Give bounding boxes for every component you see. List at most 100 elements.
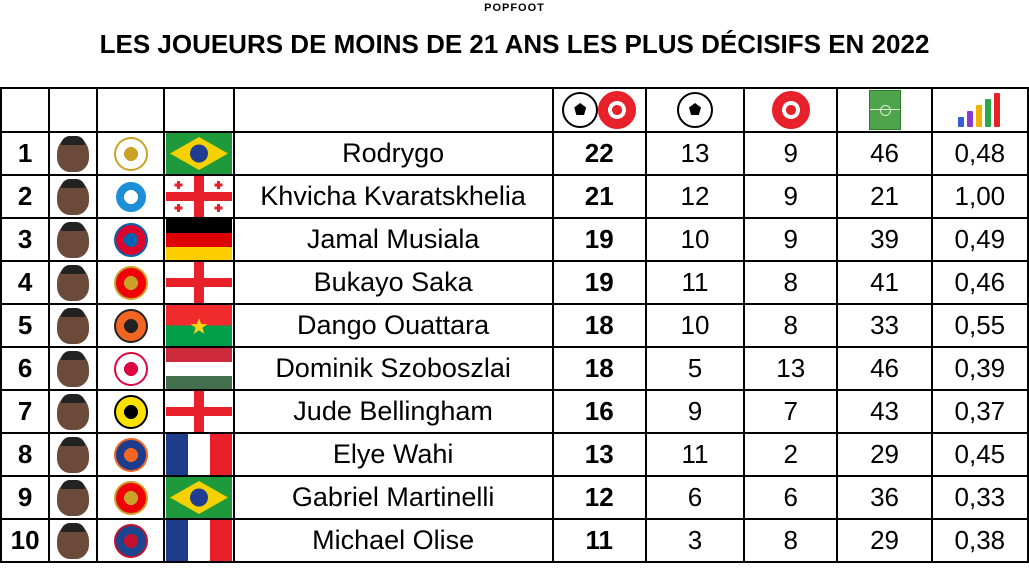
- player-name: Jamal Musiala: [232, 217, 554, 262]
- header-flag: [163, 87, 235, 133]
- player-photo: [57, 350, 90, 387]
- target-icon: [598, 91, 637, 129]
- matches-cell: 46: [836, 131, 933, 176]
- club-cell: [96, 389, 166, 434]
- club-cell: [96, 174, 166, 219]
- burkina-faso-flag-icon: [166, 306, 232, 345]
- bayern-munich-crest-icon: [113, 222, 148, 257]
- matches-cell: 46: [836, 346, 933, 391]
- player-name: Gabriel Martinelli: [232, 475, 554, 520]
- assists-cell: 6: [743, 475, 839, 520]
- player-photo: [57, 393, 90, 430]
- contributions-cell: 13: [551, 432, 647, 477]
- ratio-cell: 0,38: [930, 518, 1029, 563]
- borussia-dortmund-crest-icon: [113, 394, 148, 429]
- rb-leipzig-crest-icon: [113, 351, 148, 386]
- goals-cell: 5: [644, 346, 746, 391]
- goals-cell: 6: [644, 475, 746, 520]
- ranking-table: 1 Rodrygo 22 13 9 46 0,48 2 Khvicha Kvaratskheli…: [0, 87, 1029, 563]
- matches-cell: 21: [836, 174, 933, 219]
- header-ratio: [930, 87, 1029, 133]
- georgia-flag-icon: [166, 177, 232, 216]
- player-name: Jude Bellingham: [232, 389, 554, 434]
- player-name: Elye Wahi: [232, 432, 554, 477]
- club-cell: [96, 475, 166, 520]
- club-cell: [96, 260, 166, 305]
- flag-cell: [163, 303, 235, 348]
- ratio-cell: 0,39: [930, 346, 1029, 391]
- france-flag-icon: [166, 521, 232, 560]
- player-photo: [57, 522, 90, 559]
- club-cell: [96, 131, 166, 176]
- ratio-cell: 0,55: [930, 303, 1029, 348]
- player-photo: [57, 479, 90, 516]
- club-cell: [96, 303, 166, 348]
- ratio-cell: 0,46: [930, 260, 1029, 305]
- photo-cell: [48, 518, 99, 563]
- photo-cell: [48, 217, 99, 262]
- club-cell: [96, 346, 166, 391]
- table-row: 3 Jamal Musiala 19 10 9 39 0,49: [0, 217, 1029, 262]
- goals-cell: 13: [644, 131, 746, 176]
- england-flag-icon: [166, 263, 232, 302]
- header-contributions: [551, 87, 647, 133]
- rank-cell: 2: [0, 174, 51, 219]
- arsenal-crest-icon: [113, 265, 148, 300]
- player-photo: [57, 436, 90, 473]
- table-row: 2 Khvicha Kvaratskhelia 21 12 9 21 1,00: [0, 174, 1029, 219]
- germany-flag-icon: [166, 220, 232, 259]
- table-row: 1 Rodrygo 22 13 9 46 0,48: [0, 131, 1029, 176]
- goals-cell: 12: [644, 174, 746, 219]
- england-flag-icon: [166, 392, 232, 431]
- ratio-cell: 0,48: [930, 131, 1029, 176]
- ratio-cell: 0,37: [930, 389, 1029, 434]
- soccer-ball-icon: [562, 92, 599, 128]
- flag-cell: [163, 475, 235, 520]
- soccer-ball-icon: [676, 92, 713, 128]
- contributions-cell: 19: [551, 217, 647, 262]
- brazil-flag-icon: [166, 134, 232, 173]
- ratio-cell: 0,45: [930, 432, 1029, 477]
- assists-cell: 13: [743, 346, 839, 391]
- rank-cell: 1: [0, 131, 51, 176]
- header-rank: [0, 87, 51, 133]
- photo-cell: [48, 346, 99, 391]
- photo-cell: [48, 174, 99, 219]
- assists-cell: 8: [743, 260, 839, 305]
- matches-cell: 39: [836, 217, 933, 262]
- goals-cell: 11: [644, 432, 746, 477]
- contributions-cell: 18: [551, 303, 647, 348]
- header-photo: [48, 87, 99, 133]
- montpellier-crest-icon: [113, 437, 148, 472]
- club-cell: [96, 518, 166, 563]
- player-photo: [57, 221, 90, 258]
- player-photo: [57, 264, 90, 301]
- header-goals: [644, 87, 746, 133]
- goals-cell: 11: [644, 260, 746, 305]
- flag-cell: [163, 217, 235, 262]
- photo-cell: [48, 432, 99, 477]
- napoli-crest-icon: [113, 179, 148, 214]
- flag-cell: [163, 346, 235, 391]
- club-cell: [96, 217, 166, 262]
- flag-cell: [163, 260, 235, 305]
- assists-cell: 9: [743, 131, 839, 176]
- brand-logo: POPFOOT: [484, 2, 545, 14]
- header-row: [0, 87, 1029, 133]
- assists-cell: 9: [743, 174, 839, 219]
- player-name: Dominik Szoboszlai: [232, 346, 554, 391]
- fc-lorient-crest-icon: [113, 308, 148, 343]
- contributions-cell: 18: [551, 346, 647, 391]
- goals-cell: 10: [644, 303, 746, 348]
- rank-cell: 10: [0, 518, 51, 563]
- player-name: Khvicha Kvaratskhelia: [232, 174, 554, 219]
- table-row: 10 Michael Olise 11 3 8 29 0,38: [0, 518, 1029, 563]
- table-row: 9 Gabriel Martinelli 12 6 6 36 0,33: [0, 475, 1029, 520]
- contributions-cell: 16: [551, 389, 647, 434]
- rank-cell: 7: [0, 389, 51, 434]
- contributions-cell: 12: [551, 475, 647, 520]
- flag-cell: [163, 389, 235, 434]
- france-flag-icon: [166, 435, 232, 474]
- matches-cell: 29: [836, 518, 933, 563]
- goals-cell: 3: [644, 518, 746, 563]
